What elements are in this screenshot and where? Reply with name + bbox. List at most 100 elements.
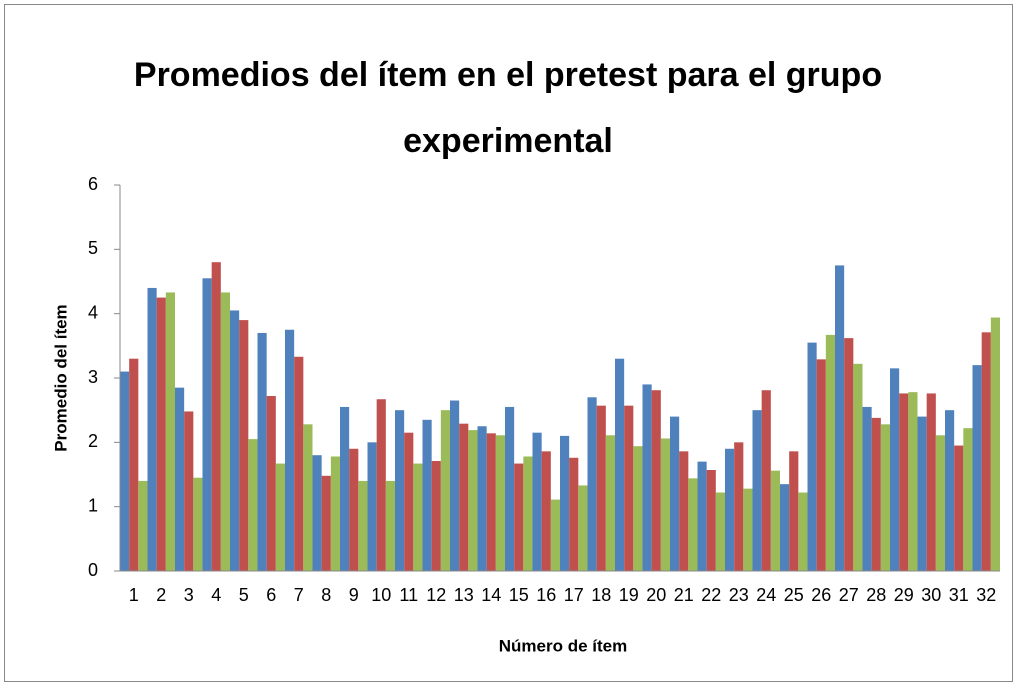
bar [367, 442, 377, 571]
x-tick-label: 11 [399, 585, 418, 605]
bar [715, 492, 725, 571]
x-tick-label: 28 [866, 585, 886, 605]
y-axis-label: Promedio del ítem [51, 304, 70, 451]
bar [615, 358, 625, 571]
bar [844, 338, 854, 571]
bar [523, 456, 533, 571]
bar [935, 435, 945, 571]
bar [880, 424, 890, 571]
bar [129, 358, 139, 571]
x-tick-label: 14 [481, 585, 501, 605]
bar [926, 393, 936, 571]
x-tick-label: 29 [894, 585, 914, 605]
x-tick-label: 22 [701, 585, 721, 605]
bar [633, 446, 643, 571]
bar [890, 368, 900, 571]
bar [789, 451, 799, 571]
x-tick-label: 26 [811, 585, 831, 605]
bar [734, 442, 744, 571]
bar [468, 430, 478, 571]
bar [587, 397, 597, 571]
x-tick-label: 17 [564, 585, 584, 605]
bar [349, 448, 359, 571]
x-tick-label: 16 [536, 585, 556, 605]
bar [578, 485, 588, 571]
chart-title: Promedios del ítem en el pretest para el… [133, 56, 883, 160]
bar [807, 342, 817, 571]
bar [532, 432, 542, 571]
bar [825, 334, 835, 571]
bar [220, 292, 230, 571]
bar [899, 393, 909, 571]
bar [725, 448, 735, 571]
bar [211, 262, 221, 571]
bar [770, 470, 780, 571]
bar [303, 424, 313, 571]
x-tick-label: 18 [591, 585, 611, 605]
bar [798, 492, 808, 571]
bar [340, 406, 350, 571]
x-tick-label: 2 [156, 585, 166, 605]
bar [679, 451, 689, 571]
bar [395, 410, 405, 571]
y-tick-label: 5 [88, 238, 98, 258]
bar [404, 432, 414, 571]
x-tick-label: 7 [294, 585, 304, 605]
bar [230, 310, 240, 571]
bar [596, 405, 606, 571]
bar [981, 332, 991, 571]
bar [138, 480, 148, 571]
x-tick-label: 20 [646, 585, 666, 605]
x-tick-label: 32 [976, 585, 996, 605]
bar [505, 406, 515, 571]
bar [743, 488, 753, 571]
bar [835, 265, 845, 571]
bar [193, 477, 203, 571]
bar [440, 410, 450, 571]
bar [752, 410, 762, 571]
y-tick-label: 0 [88, 560, 98, 580]
x-tick-label: 3 [184, 585, 194, 605]
x-tick-label: 8 [321, 585, 331, 605]
bar [990, 317, 1000, 571]
y-tick-label: 6 [88, 174, 98, 194]
bar [706, 469, 716, 571]
bar [688, 478, 698, 571]
y-tick-label: 2 [88, 431, 98, 451]
bar [202, 278, 212, 571]
bar [862, 406, 872, 571]
bar [431, 460, 441, 571]
bar [358, 480, 368, 571]
bar [459, 423, 469, 571]
bar [624, 405, 634, 571]
x-tick-label: 6 [266, 585, 276, 605]
bar [450, 400, 460, 571]
bar [239, 320, 249, 571]
bar [275, 463, 285, 571]
bar [385, 480, 395, 571]
bar [147, 287, 157, 571]
x-axis-label: Número de ítem [499, 636, 627, 655]
bar [266, 396, 276, 571]
bar [871, 417, 881, 571]
y-tick-label: 4 [88, 302, 98, 322]
bar [120, 371, 130, 571]
x-tick-label: 24 [756, 585, 776, 605]
bar [165, 292, 175, 571]
bar [651, 390, 661, 571]
bar [908, 392, 918, 571]
x-tick-label: 9 [349, 585, 359, 605]
x-tick-label: 4 [211, 585, 221, 605]
bar [697, 461, 707, 571]
bar [486, 433, 496, 571]
x-tick-label: 10 [371, 585, 391, 605]
bar [175, 387, 185, 571]
bar [294, 356, 304, 571]
x-tick-label: 23 [729, 585, 749, 605]
x-tick-label: 25 [784, 585, 804, 605]
y-tick-label: 1 [88, 495, 98, 515]
bar [541, 451, 551, 571]
bar [945, 410, 955, 571]
